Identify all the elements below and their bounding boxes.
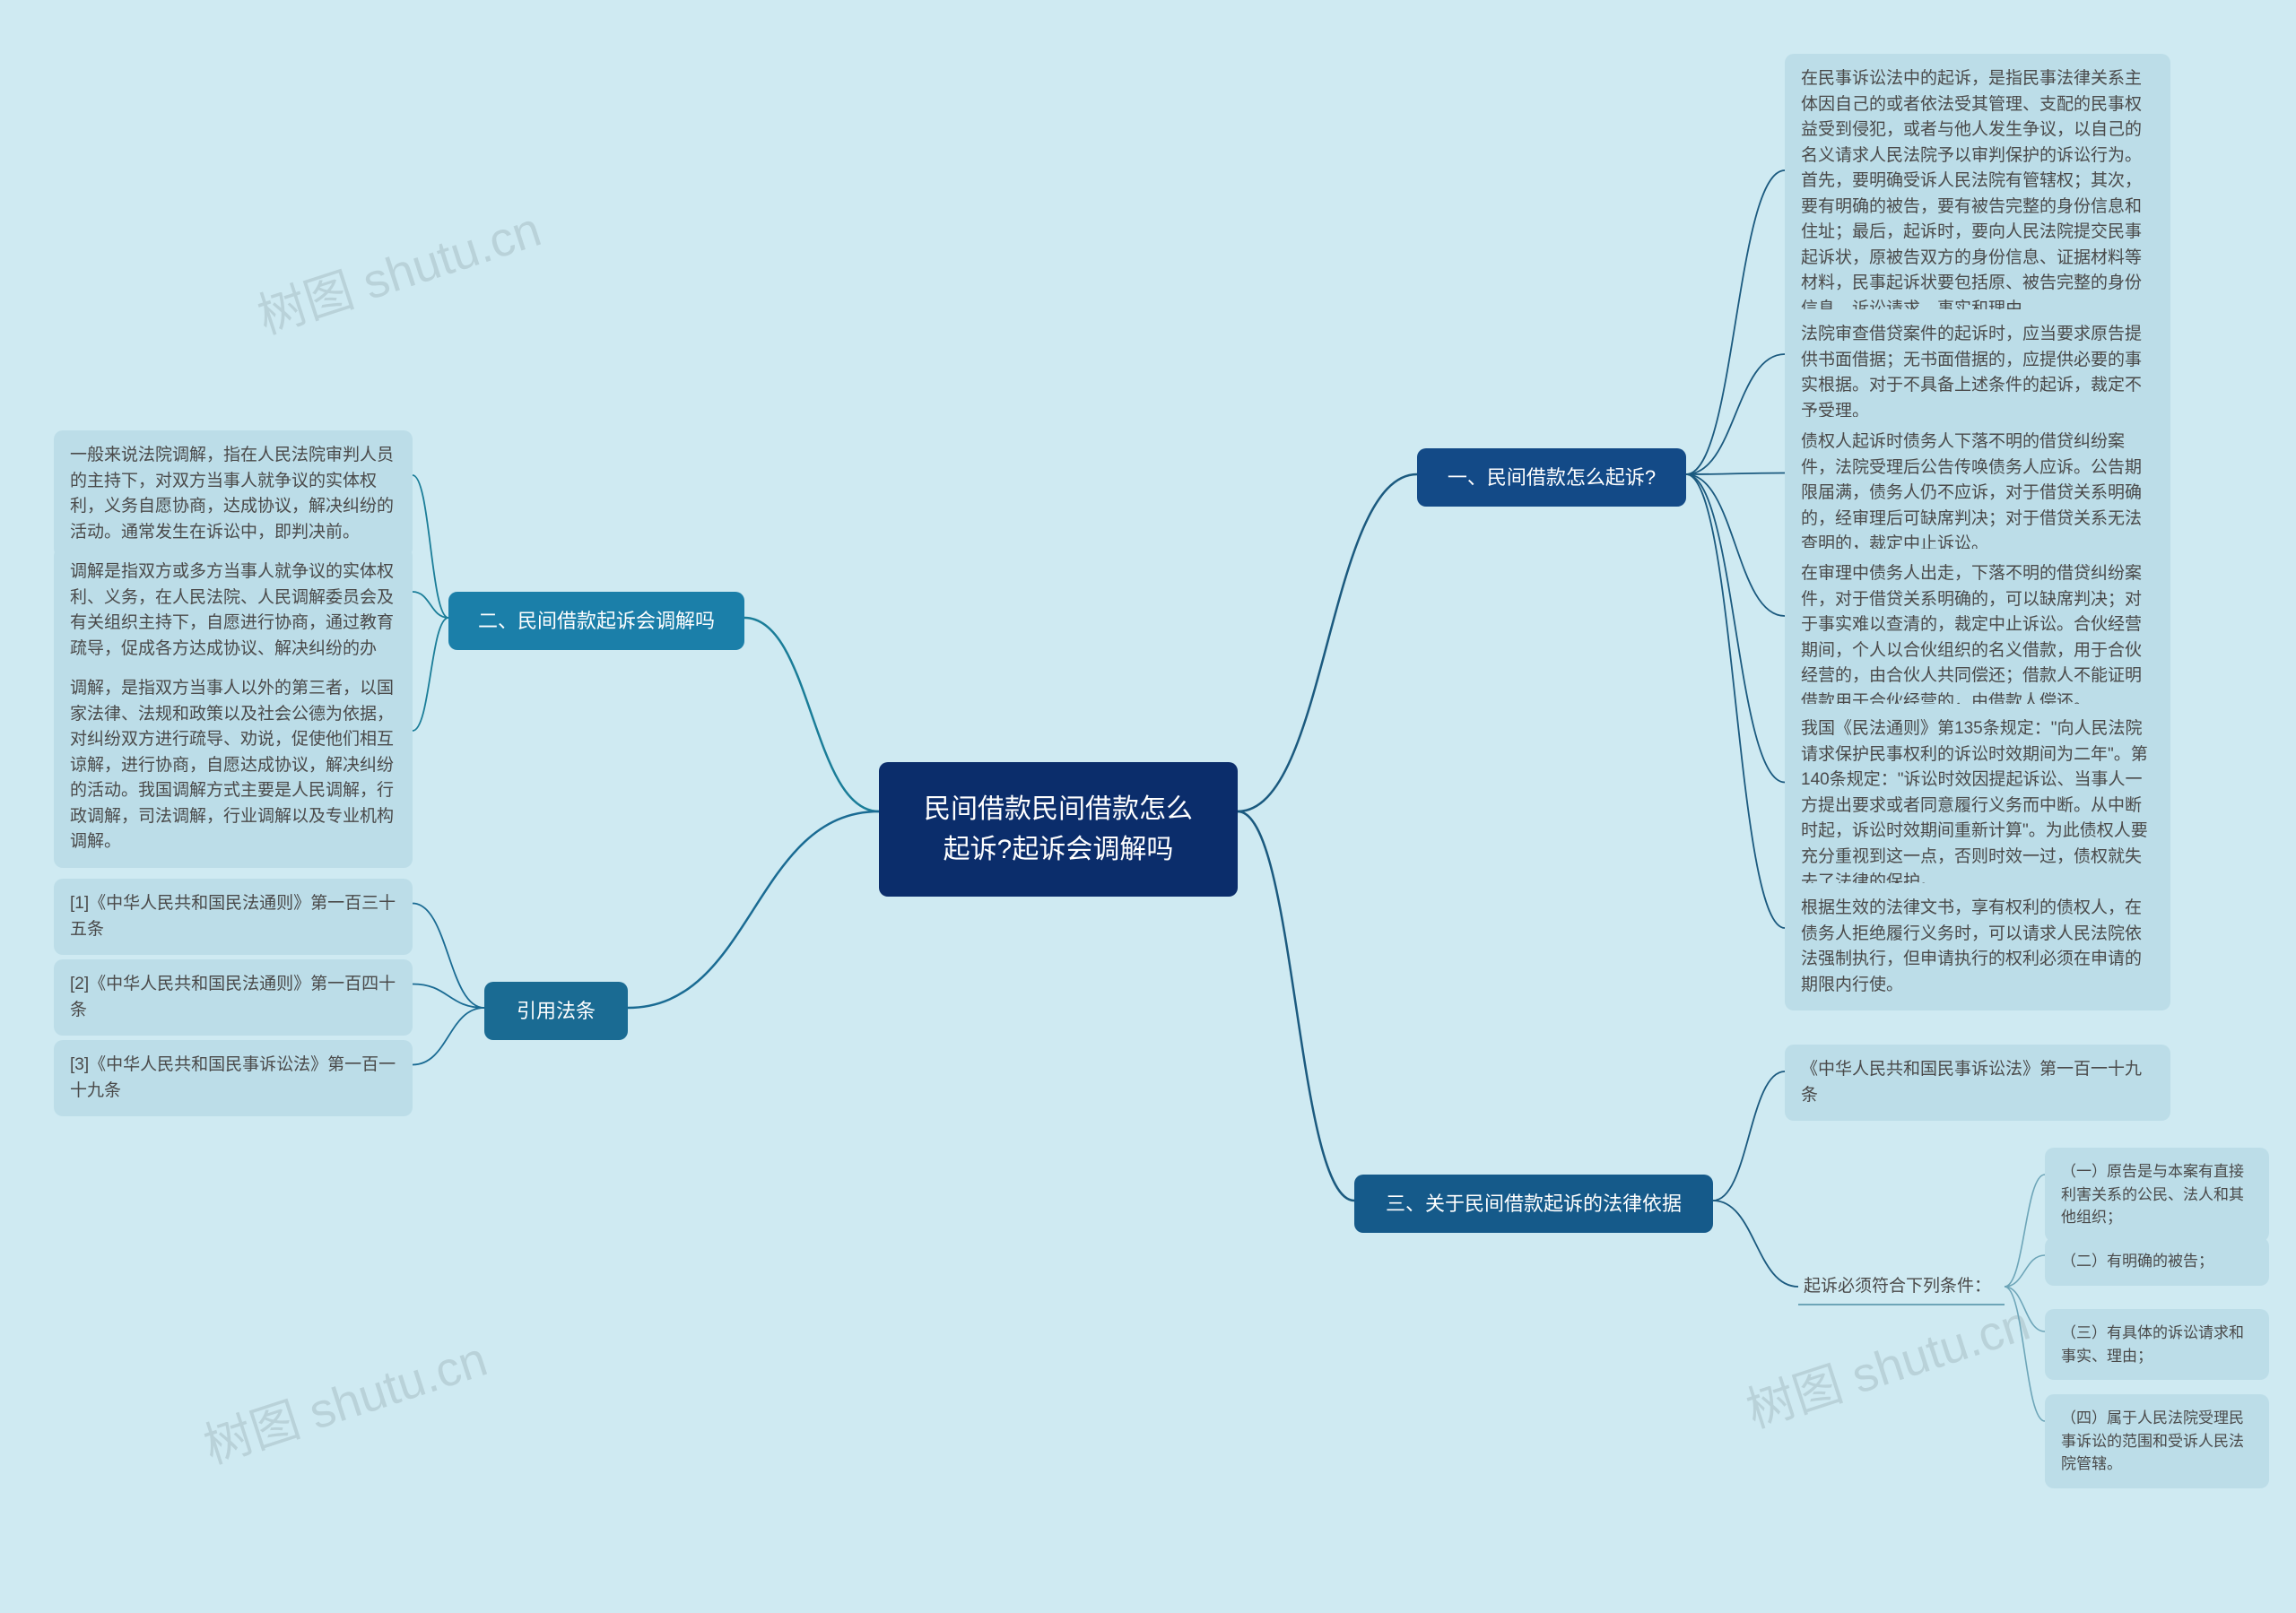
- b1-leaf-3: 在审理中债务人出走，下落不明的借贷纠纷案件，对于借贷关系明确的，可以缺席判决；对…: [1785, 549, 2170, 727]
- b3-sub-child-0: （一）原告是与本案有直接利害关系的公民、法人和其他组织；: [2045, 1148, 2269, 1242]
- b1-leaf-0: 在民事诉讼法中的起诉，是指民事法律关系主体因自己的或者依法受其管理、支配的民事权…: [1785, 54, 2170, 334]
- watermark: 树图 shutu.cn: [1736, 1283, 2038, 1441]
- branch-2: 二、民间借款起诉会调解吗: [448, 592, 744, 650]
- b4-leaf-1: [2]《中华人民共和国民法通则》第一百四十条: [54, 959, 413, 1036]
- b2-leaf-2: 调解，是指双方当事人以外的第三者，以国家法律、法规和政策以及社会公德为依据，对纠…: [54, 663, 413, 868]
- branch-3: 三、关于民间借款起诉的法律依据: [1354, 1175, 1713, 1233]
- b4-leaf-0: [1]《中华人民共和国民法通则》第一百三十五条: [54, 879, 413, 955]
- mindmap-canvas: 树图 shutu.cn树图 shutu.cn树图 shutu.cn树图 shut…: [0, 0, 2296, 1613]
- watermark: 树图 shutu.cn: [248, 189, 549, 347]
- b4-leaf-2: [3]《中华人民共和国民事诉讼法》第一百一十九条: [54, 1040, 413, 1116]
- b1-leaf-4: 我国《民法通则》第135条规定："向人民法院请求保护民事权利的诉讼时效期间为二年…: [1785, 704, 2170, 908]
- b2-leaf-0: 一般来说法院调解，指在人民法院审判人员的主持下，对双方当事人就争议的实体权利，义…: [54, 430, 413, 558]
- branch-ref: 引用法条: [484, 982, 628, 1040]
- root-node: 民间借款民间借款怎么起诉?起诉会调解吗: [879, 762, 1238, 897]
- b3-sub-child-2: （三）有具体的诉讼请求和事实、理由；: [2045, 1309, 2269, 1380]
- b1-leaf-2: 债权人起诉时债务人下落不明的借贷纠纷案件，法院受理后公告传唤债务人应诉。公告期限…: [1785, 417, 2170, 570]
- branch-1: 一、民间借款怎么起诉?: [1417, 448, 1686, 507]
- b3-leaf-0: 《中华人民共和国民事诉讼法》第一百一十九条: [1785, 1045, 2170, 1121]
- b3-sub-child-1: （二）有明确的被告；: [2045, 1237, 2269, 1286]
- b1-leaf-5: 根据生效的法律文书，享有权利的债权人，在债务人拒绝履行义务时，可以请求人民法院依…: [1785, 883, 2170, 1010]
- b3-sub-node: 起诉必须符合下列条件：: [1798, 1269, 2005, 1305]
- b3-sub-child-3: （四）属于人民法院受理民事诉讼的范围和受诉人民法院管辖。: [2045, 1394, 2269, 1488]
- watermark: 树图 shutu.cn: [194, 1319, 495, 1477]
